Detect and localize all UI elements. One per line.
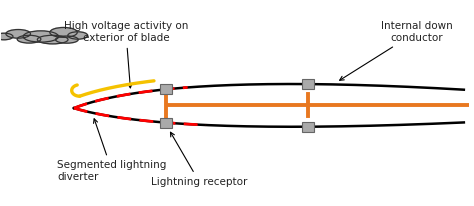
Bar: [160, 84, 172, 94]
Text: Lightning receptor: Lightning receptor: [151, 132, 247, 187]
Ellipse shape: [17, 35, 41, 43]
Ellipse shape: [50, 27, 77, 37]
Bar: [302, 79, 314, 89]
Bar: [160, 117, 172, 128]
Ellipse shape: [37, 35, 68, 44]
Text: High voltage activity on
exterior of blade: High voltage activity on exterior of bla…: [64, 21, 188, 88]
Ellipse shape: [55, 36, 78, 43]
Ellipse shape: [68, 32, 88, 39]
Text: Internal down
conductor: Internal down conductor: [340, 21, 453, 80]
Bar: [302, 122, 314, 132]
Ellipse shape: [6, 29, 30, 38]
Ellipse shape: [23, 31, 59, 42]
Text: Segmented lightning
diverter: Segmented lightning diverter: [57, 119, 167, 182]
Ellipse shape: [0, 33, 13, 40]
